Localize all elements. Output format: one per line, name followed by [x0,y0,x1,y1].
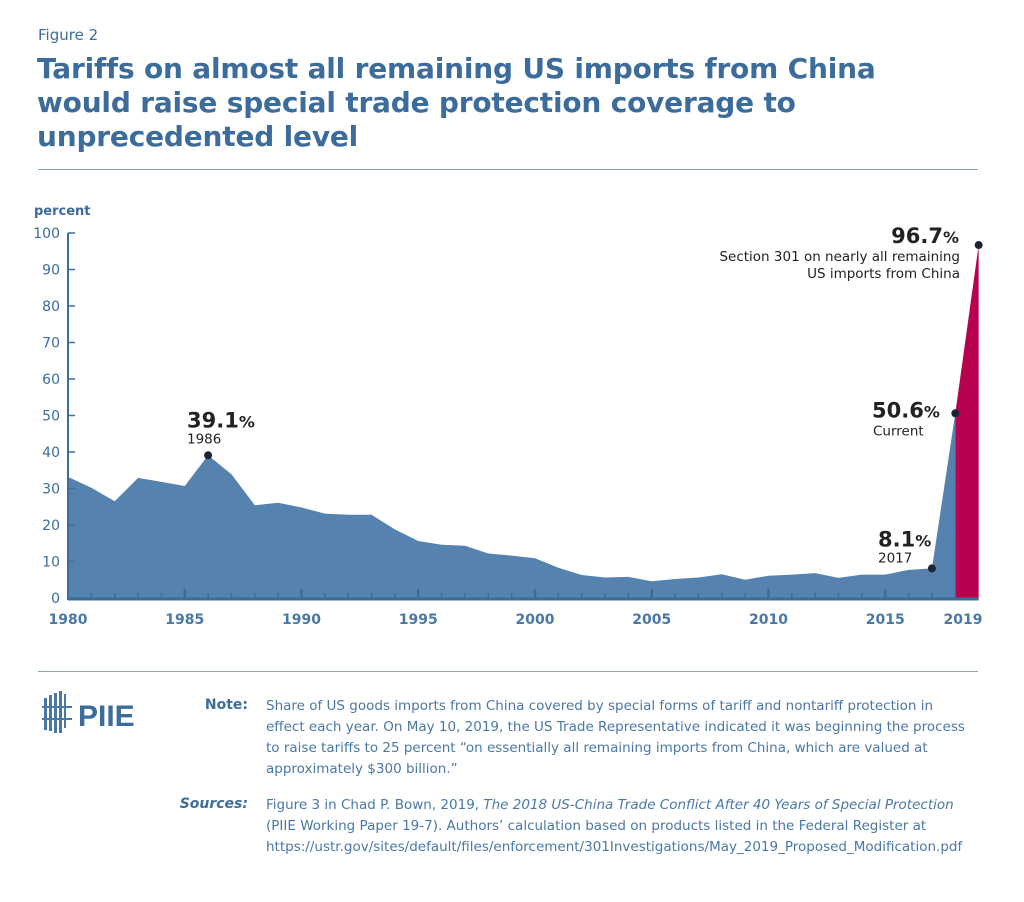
sources-pre: Figure 3 in Chad P. Bown, 2019, [266,797,484,813]
y-tick-label: 30 [42,482,60,498]
x-tick-label: 2005 [632,612,671,628]
chart-title: Tariffs on almost all remaining US impor… [37,52,876,153]
data-point-marker [951,409,960,418]
note-text: Share of US goods imports from China cov… [266,698,965,777]
x-tick-label: 1980 [49,612,88,628]
y-axis-label: percent [34,204,91,219]
y-tick-label: 10 [42,555,60,571]
sources-label: Sources: [179,796,248,812]
x-tick-label: 1990 [282,612,321,628]
annotation-proposed-label2: US imports from China [807,266,960,282]
sources-text: Figure 3 in Chad P. Bown, 2019, The 2018… [266,795,966,858]
annotation-1986-label: 1986 [187,431,221,447]
sources-title: The 2018 US-China Trade Conflict After 4… [483,797,954,813]
data-point-marker [927,564,936,573]
annotation-2017-value: 8.1% [878,527,931,551]
proposed-area [955,245,979,599]
annotation-current-value: 50.6% [872,398,940,422]
y-tick-label: 50 [42,409,60,425]
note-label: Note: [204,697,248,713]
data-point-marker [204,451,213,460]
svg-text:PIIE: PIIE [78,700,135,733]
divider [38,671,978,672]
annotation-proposed-label: Section 301 on nearly all remaining [719,249,960,265]
x-tick-label: 2000 [516,612,555,628]
sources-post: (PIIE Working Paper 19-7). Authors’ calc… [266,818,963,855]
x-tick-label: 2019 [943,612,982,628]
y-tick-label: 90 [42,263,60,279]
data-point-marker [974,241,983,250]
y-tick-label: 70 [42,336,60,352]
annotation-2017-label: 2017 [878,550,912,566]
y-tick-label: 60 [42,372,60,388]
chart: 0 10 20 30 40 50 60 70 80 90 100 percent 1980 1985 199… [33,204,983,628]
x-tick-label: 2015 [866,612,905,628]
piie-logo: PIIE [42,690,152,738]
annotation-current-label: Current [873,423,924,439]
divider [38,169,978,170]
y-tick-label: 20 [42,518,60,534]
y-tick-label: 100 [33,226,60,242]
x-tick-label: 1995 [399,612,438,628]
figure-label: Figure 2 [38,26,99,44]
y-tick-label: 40 [42,445,60,461]
x-tick-label: 2010 [749,612,788,628]
y-tick-label: 0 [51,591,60,607]
y-tick-label: 80 [42,299,60,315]
annotation-proposed-value: 96.7% [891,224,959,248]
historical-area [68,413,956,598]
annotation-1986-value: 39.1% [187,408,255,432]
x-tick-label: 1985 [165,612,204,628]
